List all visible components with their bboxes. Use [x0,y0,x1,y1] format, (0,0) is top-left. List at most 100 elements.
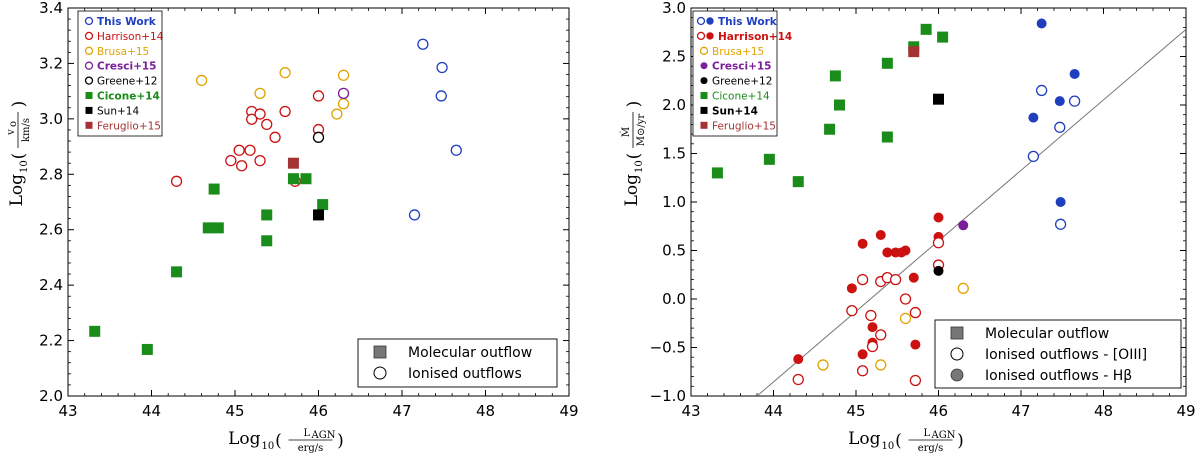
x-tick-label: 43 [681,402,700,420]
legend-marker [85,121,93,129]
x-tick-label: 44 [764,402,783,420]
series-cresci-15 [958,220,969,231]
series-brusa-15 [817,282,969,371]
y-tick-label: 2.0 [662,96,686,114]
legend-label: Molecular outflow [985,326,1109,342]
series-this-work [408,38,462,221]
y-label-paren: ) [9,101,29,108]
x-tick-label: 46 [929,402,948,420]
data-point [899,293,912,305]
data-point [337,69,350,81]
legend-label: This Work [718,16,778,28]
y-tick-label: 1.0 [662,193,686,211]
data-point [195,74,208,87]
legend-marker-filled [706,17,714,25]
legend-label: Brusa+15 [712,46,764,58]
data-point [171,266,183,278]
y-tick-label: 0.5 [662,242,686,260]
legend-label: Cicone+14 [712,91,770,103]
y-tick-label: 2.2 [39,332,63,350]
legend-marker [84,16,94,26]
legend-item: Cicone+14 [700,91,770,103]
data-point [208,183,220,195]
series-sun-14 [933,93,944,105]
data-point [312,131,325,143]
data-point [1054,121,1066,133]
chart-panel-1: 43 44 45 46 47 48 49 2.0 2.2 2.4 2.6 2.8 3.0 3.2 3.4 Th… [6,0,579,454]
data-point [312,90,325,102]
data-point [875,229,886,240]
series-this-work [1028,18,1080,207]
data-point [450,144,462,156]
legend-item: Ionised outflows - [OIII] [950,347,1147,363]
x-label-sub: 10 [262,441,275,452]
legend-outflow-types: Molecular outflow Ionised outflows - [OII… [934,319,1182,389]
data-point [865,309,877,322]
data-point [909,306,922,319]
chart-panel-2: 43 44 45 46 47 48 49 −1.0 −0.5 0.0 0.5 1.0 1.5 2.0 2.5… [620,0,1196,454]
y-label-den: km/s [21,118,32,142]
legend-label: Greene+12 [97,76,157,88]
data-point [244,144,256,156]
data-point [857,349,868,360]
data-point [817,359,829,371]
y-label-prefix: Log [7,174,27,207]
legend-marker [950,326,964,340]
legend-label: Sun+14 [97,105,139,117]
legend-box [77,10,163,137]
data-point [932,237,945,249]
data-point [417,38,429,50]
series-this-work [1027,84,1081,230]
legend-sources: This Work Harrison+14 Brusa+15 Cresci+15 Gre… [77,10,164,137]
legend-item: Harrison+14 [84,31,164,43]
data-point [254,87,266,100]
legend-label: Sun+14 [712,105,758,117]
data-point [957,282,969,294]
data-point [1035,84,1048,97]
data-point [279,67,291,79]
data-layer [89,38,462,355]
data-point [881,131,893,143]
series-sun-14 [313,209,324,221]
data-layer [711,18,1186,396]
legend-label: Feruglio+15 [97,120,161,132]
legend-marker [700,121,708,129]
legend-marker [700,62,708,70]
data-point [889,273,902,286]
data-point [866,340,879,353]
legend-label: Ionised outflows - Hβ [985,368,1132,384]
data-point [254,154,266,167]
data-point [793,354,804,365]
data-point [834,99,845,111]
data-point [846,304,858,317]
data-point [846,283,857,294]
y-label-paren: ) [624,101,644,108]
legend-label: Ionised outflows [408,366,522,382]
data-point [908,46,920,58]
y-label-prefix: Log [622,174,642,207]
legend-item: Sun+14 [85,105,139,117]
y-tick-label: 2.5 [662,48,686,66]
y-tick-label: 2.4 [39,276,63,294]
y-label-den: M⊙/yr [636,114,647,147]
legend-label: Molecular outflow [408,345,532,361]
data-point [331,108,343,120]
legend-outflow-types: Molecular outflow Ionised outflows [357,338,558,388]
data-point [933,265,944,276]
data-point [202,222,214,234]
legend-label: Brusa+15 [97,46,149,58]
y-tick-label: 3.2 [39,54,63,72]
data-point [1027,150,1040,163]
legend-label: Greene+12 [712,76,772,88]
legend-item: Greene+12 [700,76,772,88]
y-label-num-sub: o [8,121,19,127]
legend-box [692,10,778,137]
data-point [254,108,266,120]
data-point [763,153,775,165]
y-tick-label: 0.0 [662,290,686,308]
y-label-paren: ( [624,153,644,160]
data-point [269,131,281,143]
series-brusa-15 [195,67,350,120]
